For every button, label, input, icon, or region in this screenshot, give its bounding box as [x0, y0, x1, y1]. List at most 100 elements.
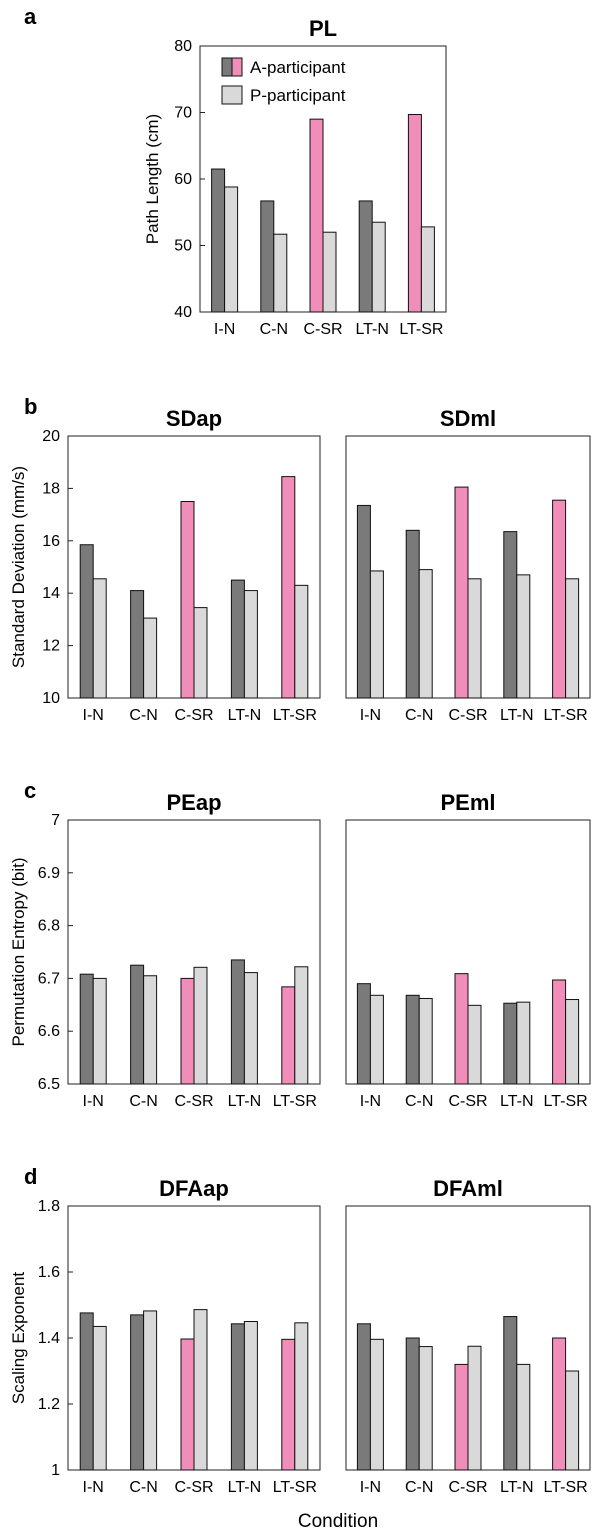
x-tick-label: I-N	[360, 1479, 381, 1496]
x-tick-label: LT-SR	[399, 321, 443, 338]
legend-swatch-a-pink	[231, 57, 243, 77]
x-tick-label: LT-N	[500, 707, 533, 724]
legend-swatch-a-gray	[221, 57, 233, 77]
bar-p-participant-lt-sr	[565, 999, 580, 1085]
bar-a-participant-lt-sr	[552, 1337, 567, 1471]
bar-a-participant-lt-n	[503, 531, 518, 699]
bar-a-participant-lt-sr	[407, 113, 422, 313]
bar-p-participant-lt-sr	[565, 578, 580, 699]
bar-p-participant-c-n	[418, 569, 433, 699]
y-tick-label: 18	[42, 480, 60, 497]
panel-letter: b	[24, 394, 37, 419]
bar-p-participant-i-n	[224, 186, 239, 313]
x-tick-label: LT-N	[228, 707, 261, 724]
plot-title: PL	[309, 16, 337, 41]
chart-0: PL a 40 50 60 70 80 Path Length (cm) I-N C-N C-SR L…	[24, 4, 447, 338]
x-tick-label: C-SR	[303, 321, 342, 338]
bar-p-participant-lt-n	[243, 972, 258, 1085]
bar-a-participant-lt-sr	[552, 979, 567, 1085]
x-tick-label: C-N	[405, 1479, 433, 1496]
x-tick-label: I-N	[83, 707, 104, 724]
y-tick-label: 6.9	[38, 865, 60, 882]
bar-p-participant-c-n	[143, 1310, 158, 1471]
y-tick-label: 1.4	[38, 1330, 60, 1347]
bar-a-participant-c-sr	[309, 118, 324, 313]
x-tick-label: C-SR	[174, 1479, 213, 1496]
bar-p-participant-c-sr	[193, 607, 208, 699]
x-axis-label: Condition	[298, 1511, 378, 1532]
x-tick-label: C-N	[129, 1093, 157, 1110]
bar-a-participant-c-n	[405, 994, 420, 1085]
bar-a-participant-i-n	[356, 1323, 371, 1471]
y-tick-label: 1.8	[38, 1198, 60, 1215]
y-tick-label: 1.2	[38, 1396, 60, 1413]
y-tick-label: 7	[51, 812, 60, 829]
y-tick-label: 60	[174, 171, 192, 188]
x-tick-label: C-N	[129, 1479, 157, 1496]
x-tick-label: LT-SR	[544, 707, 588, 724]
bar-p-participant-c-n	[273, 233, 288, 313]
y-tick-label: 16	[42, 533, 60, 550]
x-tick-label: LT-SR	[544, 1093, 588, 1110]
chart-4: PEml I-N C-N C-SR LT-N LT-SR	[345, 790, 591, 1110]
bar-p-participant-c-n	[143, 975, 158, 1085]
x-tick-label: LT-N	[500, 1479, 533, 1496]
bar-p-participant-c-sr	[322, 231, 337, 313]
y-tick-label: 20	[42, 428, 60, 445]
x-tick-label: LT-SR	[544, 1479, 588, 1496]
bar-p-participant-lt-sr	[420, 226, 435, 313]
bar-p-participant-lt-n	[516, 1001, 531, 1085]
y-axis-label: Path Length (cm)	[143, 114, 162, 244]
bar-p-participant-c-n	[418, 1346, 433, 1471]
x-tick-label: C-SR	[174, 707, 213, 724]
chart-1: SDap b 10 12 14 16 18 20 Standard Deviation (mm/…	[9, 394, 321, 724]
bar-p-participant-i-n	[369, 570, 384, 699]
bar-a-participant-lt-n	[230, 959, 245, 1085]
x-tick-label: I-N	[83, 1479, 104, 1496]
x-tick-label: LT-SR	[273, 1093, 317, 1110]
bar-a-participant-c-sr	[454, 1363, 469, 1471]
x-tick-label: C-SR	[448, 1093, 487, 1110]
bar-a-participant-c-n	[130, 964, 145, 1085]
panel-letter: a	[24, 4, 37, 29]
y-tick-label: 1.6	[38, 1264, 60, 1281]
bar-p-participant-i-n	[92, 977, 107, 1085]
y-tick-label: 12	[42, 638, 60, 655]
plot-title: DFAap	[159, 1176, 229, 1201]
y-axis-label: Permutation Entropy (bit)	[9, 858, 28, 1047]
y-tick-label: 50	[174, 238, 192, 255]
bar-a-participant-lt-n	[358, 200, 373, 313]
x-tick-label: LT-N	[228, 1093, 261, 1110]
bar-p-participant-lt-sr	[565, 1370, 580, 1471]
bar-a-participant-lt-n	[503, 1316, 518, 1471]
bar-a-participant-lt-sr	[281, 1338, 296, 1471]
bar-a-participant-lt-sr	[281, 476, 296, 699]
y-tick-label: 40	[174, 304, 192, 321]
bar-a-participant-c-sr	[454, 973, 469, 1085]
x-tick-label: I-N	[214, 321, 235, 338]
bar-a-participant-i-n	[79, 544, 94, 699]
bar-p-participant-i-n	[369, 1338, 384, 1471]
legend-label: P-participant	[250, 86, 346, 105]
bar-a-participant-c-n	[260, 200, 275, 313]
bar-a-participant-i-n	[211, 168, 226, 313]
chart-3: PEap c 6.5 6.6 6.7 6.8 6.9 7 Permutation Entropy…	[9, 778, 321, 1110]
plot-title: PEml	[440, 790, 495, 815]
y-tick-label: 14	[42, 585, 60, 602]
bar-a-participant-i-n	[356, 504, 371, 699]
bar-a-participant-lt-sr	[281, 986, 296, 1085]
chart-2: SDml I-N C-N C-SR LT-N LT-SR	[345, 406, 591, 724]
plot-title: PEap	[166, 790, 221, 815]
bar-p-participant-i-n	[92, 578, 107, 699]
x-tick-label: C-N	[129, 707, 157, 724]
x-tick-label: C-N	[405, 1093, 433, 1110]
bar-a-participant-c-sr	[180, 977, 195, 1085]
bar-p-participant-lt-n	[371, 221, 386, 313]
x-tick-label: LT-N	[355, 321, 388, 338]
bar-p-participant-c-sr	[467, 1345, 482, 1471]
y-tick-label: 10	[42, 690, 60, 707]
bar-a-participant-i-n	[356, 983, 371, 1085]
x-tick-label: C-SR	[448, 1479, 487, 1496]
x-tick-label: I-N	[360, 1093, 381, 1110]
